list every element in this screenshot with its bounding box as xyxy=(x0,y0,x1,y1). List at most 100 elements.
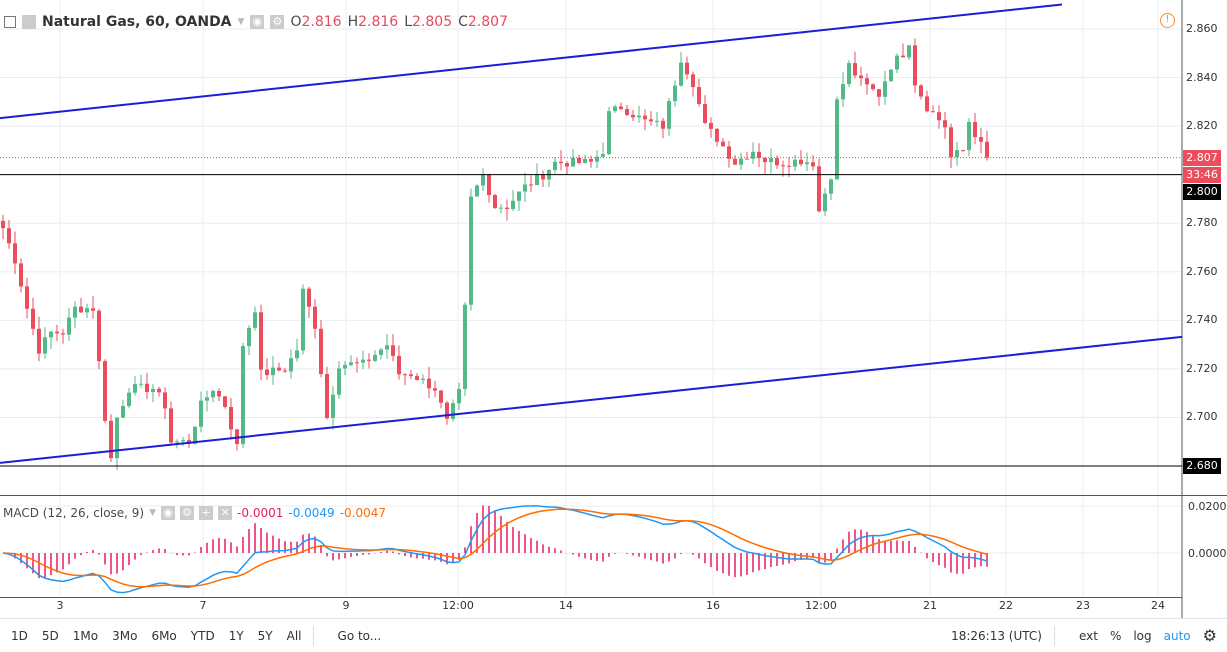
eye-icon[interactable]: ◉ xyxy=(250,15,265,29)
time-tick: 14 xyxy=(559,599,573,612)
line-price-tag: 2.800 xyxy=(1183,184,1221,200)
alert-clock-icon[interactable]: ! xyxy=(1160,13,1175,28)
candle-body xyxy=(409,374,413,377)
range-button-ytd[interactable]: YTD xyxy=(190,628,215,643)
low-value: 2.805 xyxy=(412,14,453,30)
candle-body xyxy=(553,161,557,170)
chevron-down-icon[interactable]: ▼ xyxy=(149,508,157,518)
flag-icon[interactable] xyxy=(22,15,36,29)
candle-body xyxy=(667,101,671,129)
candle-body xyxy=(367,359,371,361)
percent-toggle[interactable]: % xyxy=(1109,628,1122,643)
candle-body xyxy=(709,122,713,129)
log-toggle[interactable]: log xyxy=(1133,628,1152,643)
candle-body xyxy=(841,84,845,100)
close-value: 2.807 xyxy=(467,14,508,30)
macd-title[interactable]: MACD (12, 26, close, 9) xyxy=(3,506,145,520)
candle-body xyxy=(793,159,797,167)
candle-body xyxy=(925,96,929,112)
candle-body xyxy=(97,310,101,362)
candle-body xyxy=(169,408,173,443)
candle-body xyxy=(247,327,251,347)
candle-body xyxy=(583,158,587,163)
close-icon[interactable]: ✕ xyxy=(218,506,233,520)
candle-body xyxy=(877,89,881,97)
candle-body xyxy=(721,141,725,147)
time-tick: 3 xyxy=(56,599,64,612)
trend-line xyxy=(0,3,1063,120)
chart-canvas[interactable]: 0.0200 0.0000 xyxy=(0,0,1227,618)
candle-body xyxy=(361,359,365,363)
candle-body xyxy=(121,406,125,418)
candle-body xyxy=(421,378,425,380)
candle-body xyxy=(685,62,689,75)
candle-body xyxy=(781,165,785,167)
candle-body xyxy=(565,163,569,167)
candle-body xyxy=(337,368,341,395)
chevron-down-icon[interactable]: ▼ xyxy=(237,17,245,27)
ext-toggle[interactable]: ext xyxy=(1078,628,1098,643)
candle-body xyxy=(577,157,581,163)
candle-body xyxy=(427,378,431,389)
candle-body xyxy=(85,308,89,313)
range-button-1mo[interactable]: 1Mo xyxy=(72,628,99,643)
candle-body xyxy=(541,174,545,180)
range-button-all[interactable]: All xyxy=(286,628,302,643)
candle-body xyxy=(457,389,461,404)
range-button-3mo[interactable]: 3Mo xyxy=(112,628,138,643)
price-tick: 2.860 xyxy=(1186,22,1218,35)
clock-time[interactable]: 18:26:13 (UTC) xyxy=(951,628,1042,643)
candle-body xyxy=(391,345,395,356)
candle-body xyxy=(919,85,923,97)
candle-body xyxy=(355,362,359,364)
candle-body xyxy=(787,165,791,167)
range-button-5y[interactable]: 5Y xyxy=(257,628,273,643)
candle-body xyxy=(109,420,113,459)
settings-gear-icon[interactable]: ⚙ xyxy=(1202,626,1217,645)
collapse-icon[interactable] xyxy=(4,16,16,28)
range-button-1d[interactable]: 1D xyxy=(11,628,28,643)
plus-icon[interactable]: + xyxy=(199,506,214,520)
candle-body xyxy=(313,306,317,329)
candle-body xyxy=(931,111,935,113)
candle-body xyxy=(655,120,659,122)
macd-line xyxy=(2,505,988,594)
candle-body xyxy=(31,308,35,329)
candle-body xyxy=(193,426,197,444)
gear-icon[interactable]: ⚙ xyxy=(180,506,195,520)
candle-body xyxy=(229,406,233,430)
range-button-1y[interactable]: 1Y xyxy=(228,628,244,643)
candle-body xyxy=(733,158,737,165)
eye-icon[interactable]: ◉ xyxy=(161,506,176,520)
candle-body xyxy=(955,150,959,158)
candle-body xyxy=(469,196,473,305)
auto-toggle[interactable]: auto xyxy=(1163,628,1191,643)
candle-body xyxy=(481,174,485,186)
candle-body xyxy=(277,367,281,371)
line-price-tag: 2.680 xyxy=(1183,458,1221,474)
candle-body xyxy=(61,333,65,335)
symbol-title[interactable]: Natural Gas, 60, OANDA xyxy=(42,14,232,30)
macd-tick: 0.0000 xyxy=(1188,547,1227,560)
candle-body xyxy=(871,84,875,90)
candle-body xyxy=(55,331,59,334)
price-tick: 2.760 xyxy=(1186,264,1218,278)
range-button-6mo[interactable]: 6Mo xyxy=(151,628,177,643)
candle-body xyxy=(475,185,479,197)
candle-body xyxy=(163,392,167,409)
candle-body xyxy=(799,159,803,165)
gear-icon[interactable]: ⚙ xyxy=(270,15,285,29)
candle-body xyxy=(511,200,515,210)
candle-body xyxy=(223,396,227,407)
goto-button[interactable]: Go to... xyxy=(337,628,382,643)
high-label: H xyxy=(347,14,359,30)
candle-body xyxy=(397,355,401,375)
range-button-5d[interactable]: 5D xyxy=(41,628,59,643)
candle-body xyxy=(487,174,491,196)
candle-body xyxy=(463,304,467,390)
candle-body xyxy=(967,122,971,151)
candle-body xyxy=(181,440,185,442)
candle-body xyxy=(325,374,329,418)
candle-body xyxy=(697,87,701,104)
candle-body xyxy=(715,128,719,142)
